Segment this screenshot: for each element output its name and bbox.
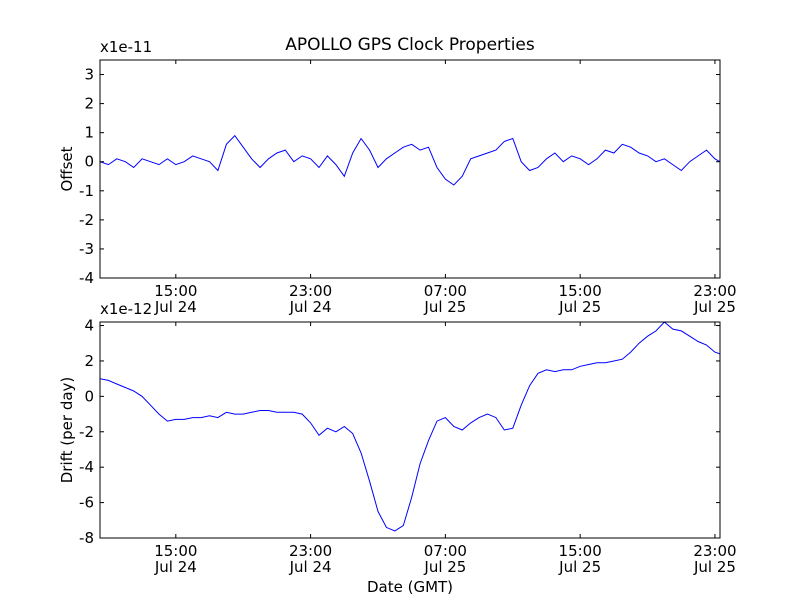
x-tick-label: 15:00 — [559, 542, 602, 560]
exponent-label: x1e-11 — [100, 38, 152, 56]
y-tick-label: -1 — [79, 182, 94, 200]
x-tick-date-label: Jul 24 — [154, 298, 197, 316]
series-line-0 — [100, 322, 720, 532]
y-tick-label: -8 — [79, 529, 94, 547]
x-tick-date-label: Jul 25 — [423, 558, 466, 576]
x-tick-label: 23:00 — [289, 542, 332, 560]
x-tick-date-label: Jul 25 — [558, 558, 601, 576]
x-tick-label: 23:00 — [693, 542, 736, 560]
y-tick-label: 2 — [84, 95, 94, 113]
y-tick-label: -6 — [79, 494, 94, 512]
y-tick-label: -4 — [79, 269, 94, 287]
x-tick-label: 07:00 — [424, 542, 467, 560]
x-tick-date-label: Jul 25 — [693, 298, 736, 316]
y-tick-label: 1 — [84, 124, 94, 142]
x-tick-date-label: Jul 24 — [289, 298, 332, 316]
exponent-label: x1e-12 — [100, 300, 152, 318]
x-tick-date-label: Jul 25 — [558, 298, 601, 316]
plot-frame — [99, 59, 721, 279]
x-tick-label: 15:00 — [154, 282, 197, 300]
y-tick-label: 4 — [84, 317, 94, 335]
x-tick-date-label: Jul 24 — [154, 558, 197, 576]
y-tick-label: -2 — [79, 423, 94, 441]
x-tick-label: 23:00 — [289, 282, 332, 300]
x-tick-label: 07:00 — [424, 282, 467, 300]
y-tick-label: 3 — [84, 66, 94, 84]
y-tick-label: 0 — [84, 153, 94, 171]
y-axis-label: Drift (per day) — [58, 377, 76, 484]
series-line-0 — [100, 134, 720, 186]
x-tick-label: 23:00 — [693, 282, 736, 300]
x-tick-label: 15:00 — [154, 542, 197, 560]
chart-title: APOLLO GPS Clock Properties — [285, 35, 535, 55]
y-tick-label: 0 — [84, 387, 94, 405]
plot-frame — [99, 321, 721, 539]
y-tick-label: 2 — [84, 352, 94, 370]
x-tick-date-label: Jul 24 — [289, 558, 332, 576]
x-tick-date-label: Jul 25 — [693, 558, 736, 576]
y-tick-label: -4 — [79, 458, 94, 476]
y-axis-label: Offset — [58, 146, 76, 191]
x-tick-date-label: Jul 25 — [423, 298, 466, 316]
y-tick-label: -2 — [79, 211, 94, 229]
y-tick-label: -3 — [79, 240, 94, 258]
x-tick-label: 15:00 — [559, 282, 602, 300]
x-axis-label: Date (GMT) — [367, 578, 453, 596]
